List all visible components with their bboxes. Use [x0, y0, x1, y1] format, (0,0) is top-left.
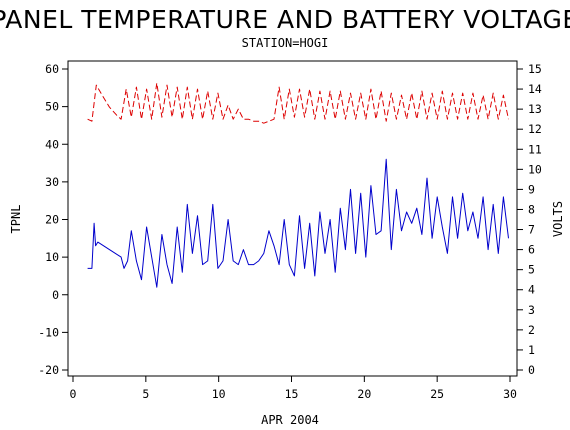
right-y-tick-label: 5: [528, 263, 535, 277]
left-y-tick-label: -20: [38, 363, 59, 377]
right-y-tick-label: 4: [528, 283, 535, 297]
left-y-tick-label: 10: [45, 250, 59, 264]
left-y-axis: -20 -10 0 10 20 30 40 50 60: [38, 62, 68, 377]
x-axis-label: APR 2004: [261, 413, 319, 427]
right-y-tick-label: 2: [528, 323, 535, 337]
panel-temperature-line: [87, 158, 509, 288]
x-tick-label: 5: [142, 387, 149, 401]
left-y-tick-label: 0: [52, 288, 59, 302]
left-y-axis-label: TPNL: [9, 205, 23, 234]
right-y-tick-label: 0: [528, 363, 535, 377]
right-y-tick-label: 8: [528, 202, 535, 216]
right-y-tick-label: 11: [528, 142, 542, 156]
right-y-axis-label: VOLTS: [551, 201, 565, 237]
battery-voltage-line: [87, 82, 509, 124]
left-y-tick-label: -10: [38, 325, 59, 339]
x-tick-label: 25: [430, 387, 444, 401]
plot-frame: [67, 60, 518, 377]
x-tick-label: 20: [357, 387, 371, 401]
right-y-tick-label: 13: [528, 102, 542, 116]
chart-subtitle: STATION=HOGI: [242, 36, 329, 50]
chart-title: PANEL TEMPERATURE AND BATTERY VOLTAGE: [0, 5, 570, 34]
right-y-tick-label: 6: [528, 243, 535, 257]
x-axis: 0 5 10 15 20 25 30: [70, 376, 517, 401]
right-y-tick-label: 10: [528, 162, 542, 176]
right-y-tick-label: 9: [528, 182, 535, 196]
left-y-tick-label: 40: [45, 137, 59, 151]
right-y-tick-label: 12: [528, 122, 542, 136]
right-y-tick-label: 14: [528, 82, 542, 96]
left-y-tick-label: 20: [45, 213, 59, 227]
left-y-tick-label: 50: [45, 100, 59, 114]
x-tick-label: 30: [503, 387, 517, 401]
left-y-tick-label: 30: [45, 175, 59, 189]
x-tick-label: 15: [285, 387, 299, 401]
left-y-tick-label: 60: [45, 62, 59, 76]
right-y-tick-label: 7: [528, 223, 535, 237]
x-tick-label: 0: [70, 387, 77, 401]
right-y-tick-label: 1: [528, 343, 535, 357]
right-y-tick-label: 3: [528, 303, 535, 317]
x-tick-label: 10: [212, 387, 226, 401]
right-y-tick-label: 15: [528, 62, 542, 76]
series-group: [87, 82, 509, 288]
